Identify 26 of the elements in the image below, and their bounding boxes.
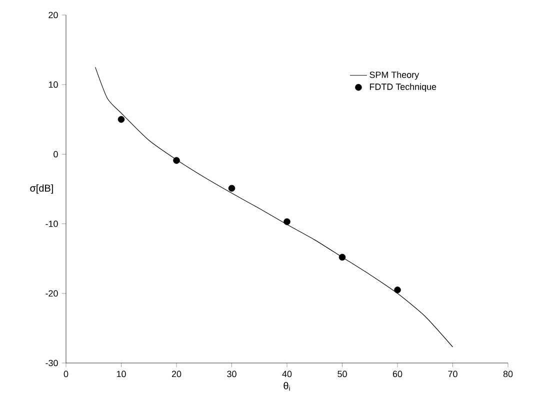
point: [173, 157, 180, 164]
x-tick-label: 10: [116, 370, 126, 378]
point: [228, 184, 236, 192]
x-tick-label: 30: [227, 370, 236, 378]
point: [394, 286, 401, 294]
legend-label: SPM Theory: [370, 71, 420, 80]
y-tick-label: -10: [46, 220, 58, 227]
x-tick-label: 70: [448, 370, 458, 378]
point: [118, 116, 125, 123]
point: [284, 218, 290, 226]
x-tick-label: 60: [392, 370, 402, 378]
y-tick-label: -20: [46, 290, 58, 297]
y-tick-label: 20: [48, 12, 58, 18]
line-series: [94, 66, 454, 348]
y-tick-label: 0: [54, 151, 58, 158]
x-axis-title: θ$_{i}$: [284, 382, 290, 391]
y-axis-title: σ[dB]: [30, 184, 53, 194]
y-tick-label: 10: [48, 81, 58, 88]
x-tick-label: 40: [282, 370, 292, 378]
legend-label: FDTD Technique: [370, 83, 436, 92]
x-tick-label: 0: [64, 370, 68, 378]
x-tick-label: 20: [172, 370, 182, 378]
y-tick-label: -30: [46, 360, 58, 366]
x-tick-label: 50: [338, 370, 347, 378]
x-tick-label: 80: [503, 370, 513, 378]
point: [338, 254, 346, 261]
